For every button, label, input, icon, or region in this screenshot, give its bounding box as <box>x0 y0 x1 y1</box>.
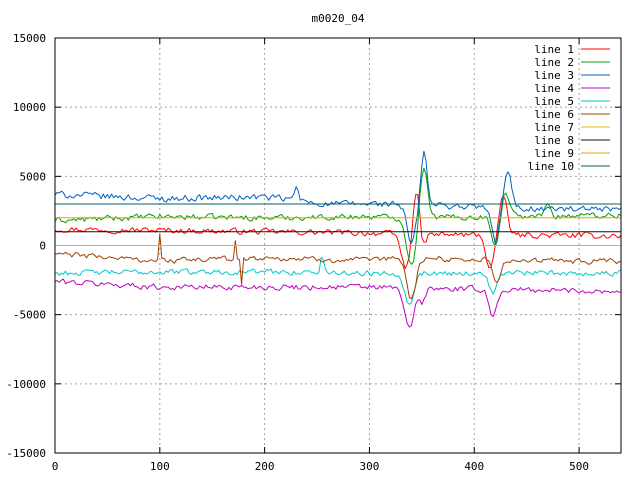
legend-label: line 9 <box>534 147 574 160</box>
chart-title: m0020_04 <box>312 12 365 25</box>
legend-label: line 2 <box>534 56 574 69</box>
axis-ticks: 0 100 200 300 400 500 -15000 -10000 -5000 0 5000 10… <box>6 32 621 473</box>
series-line-3 <box>54 150 622 244</box>
y-tick-label: 10000 <box>13 101 46 114</box>
legend-label: line 7 <box>534 121 574 134</box>
legend-label: line 10 <box>528 160 574 173</box>
legend-label: line 1 <box>534 43 574 56</box>
legend-label: line 8 <box>534 134 574 147</box>
legend-label: line 3 <box>534 69 574 82</box>
y-tick-label: 0 <box>39 240 46 253</box>
y-tick-label: 15000 <box>13 32 46 45</box>
legend-label: line 6 <box>534 108 574 121</box>
series-line-2 <box>54 167 622 265</box>
y-tick-label: -15000 <box>6 447 46 460</box>
legend-label: line 4 <box>534 82 574 95</box>
plot-frame <box>54 37 622 454</box>
series-line-6 <box>54 233 622 300</box>
x-tick-label: 400 <box>464 460 484 473</box>
x-tick-label: 200 <box>255 460 275 473</box>
series-line-5 <box>54 256 622 305</box>
series-lines <box>54 150 622 328</box>
x-tick-label: 300 <box>360 460 380 473</box>
y-tick-label: 5000 <box>20 170 47 183</box>
x-tick-label: 0 <box>52 460 59 473</box>
y-tick-label: -5000 <box>13 309 46 322</box>
series-line-4 <box>54 278 622 328</box>
y-tick-label: -10000 <box>6 378 46 391</box>
x-tick-label: 100 <box>150 460 170 473</box>
legend-label: line 5 <box>534 95 574 108</box>
x-tick-label: 500 <box>569 460 589 473</box>
